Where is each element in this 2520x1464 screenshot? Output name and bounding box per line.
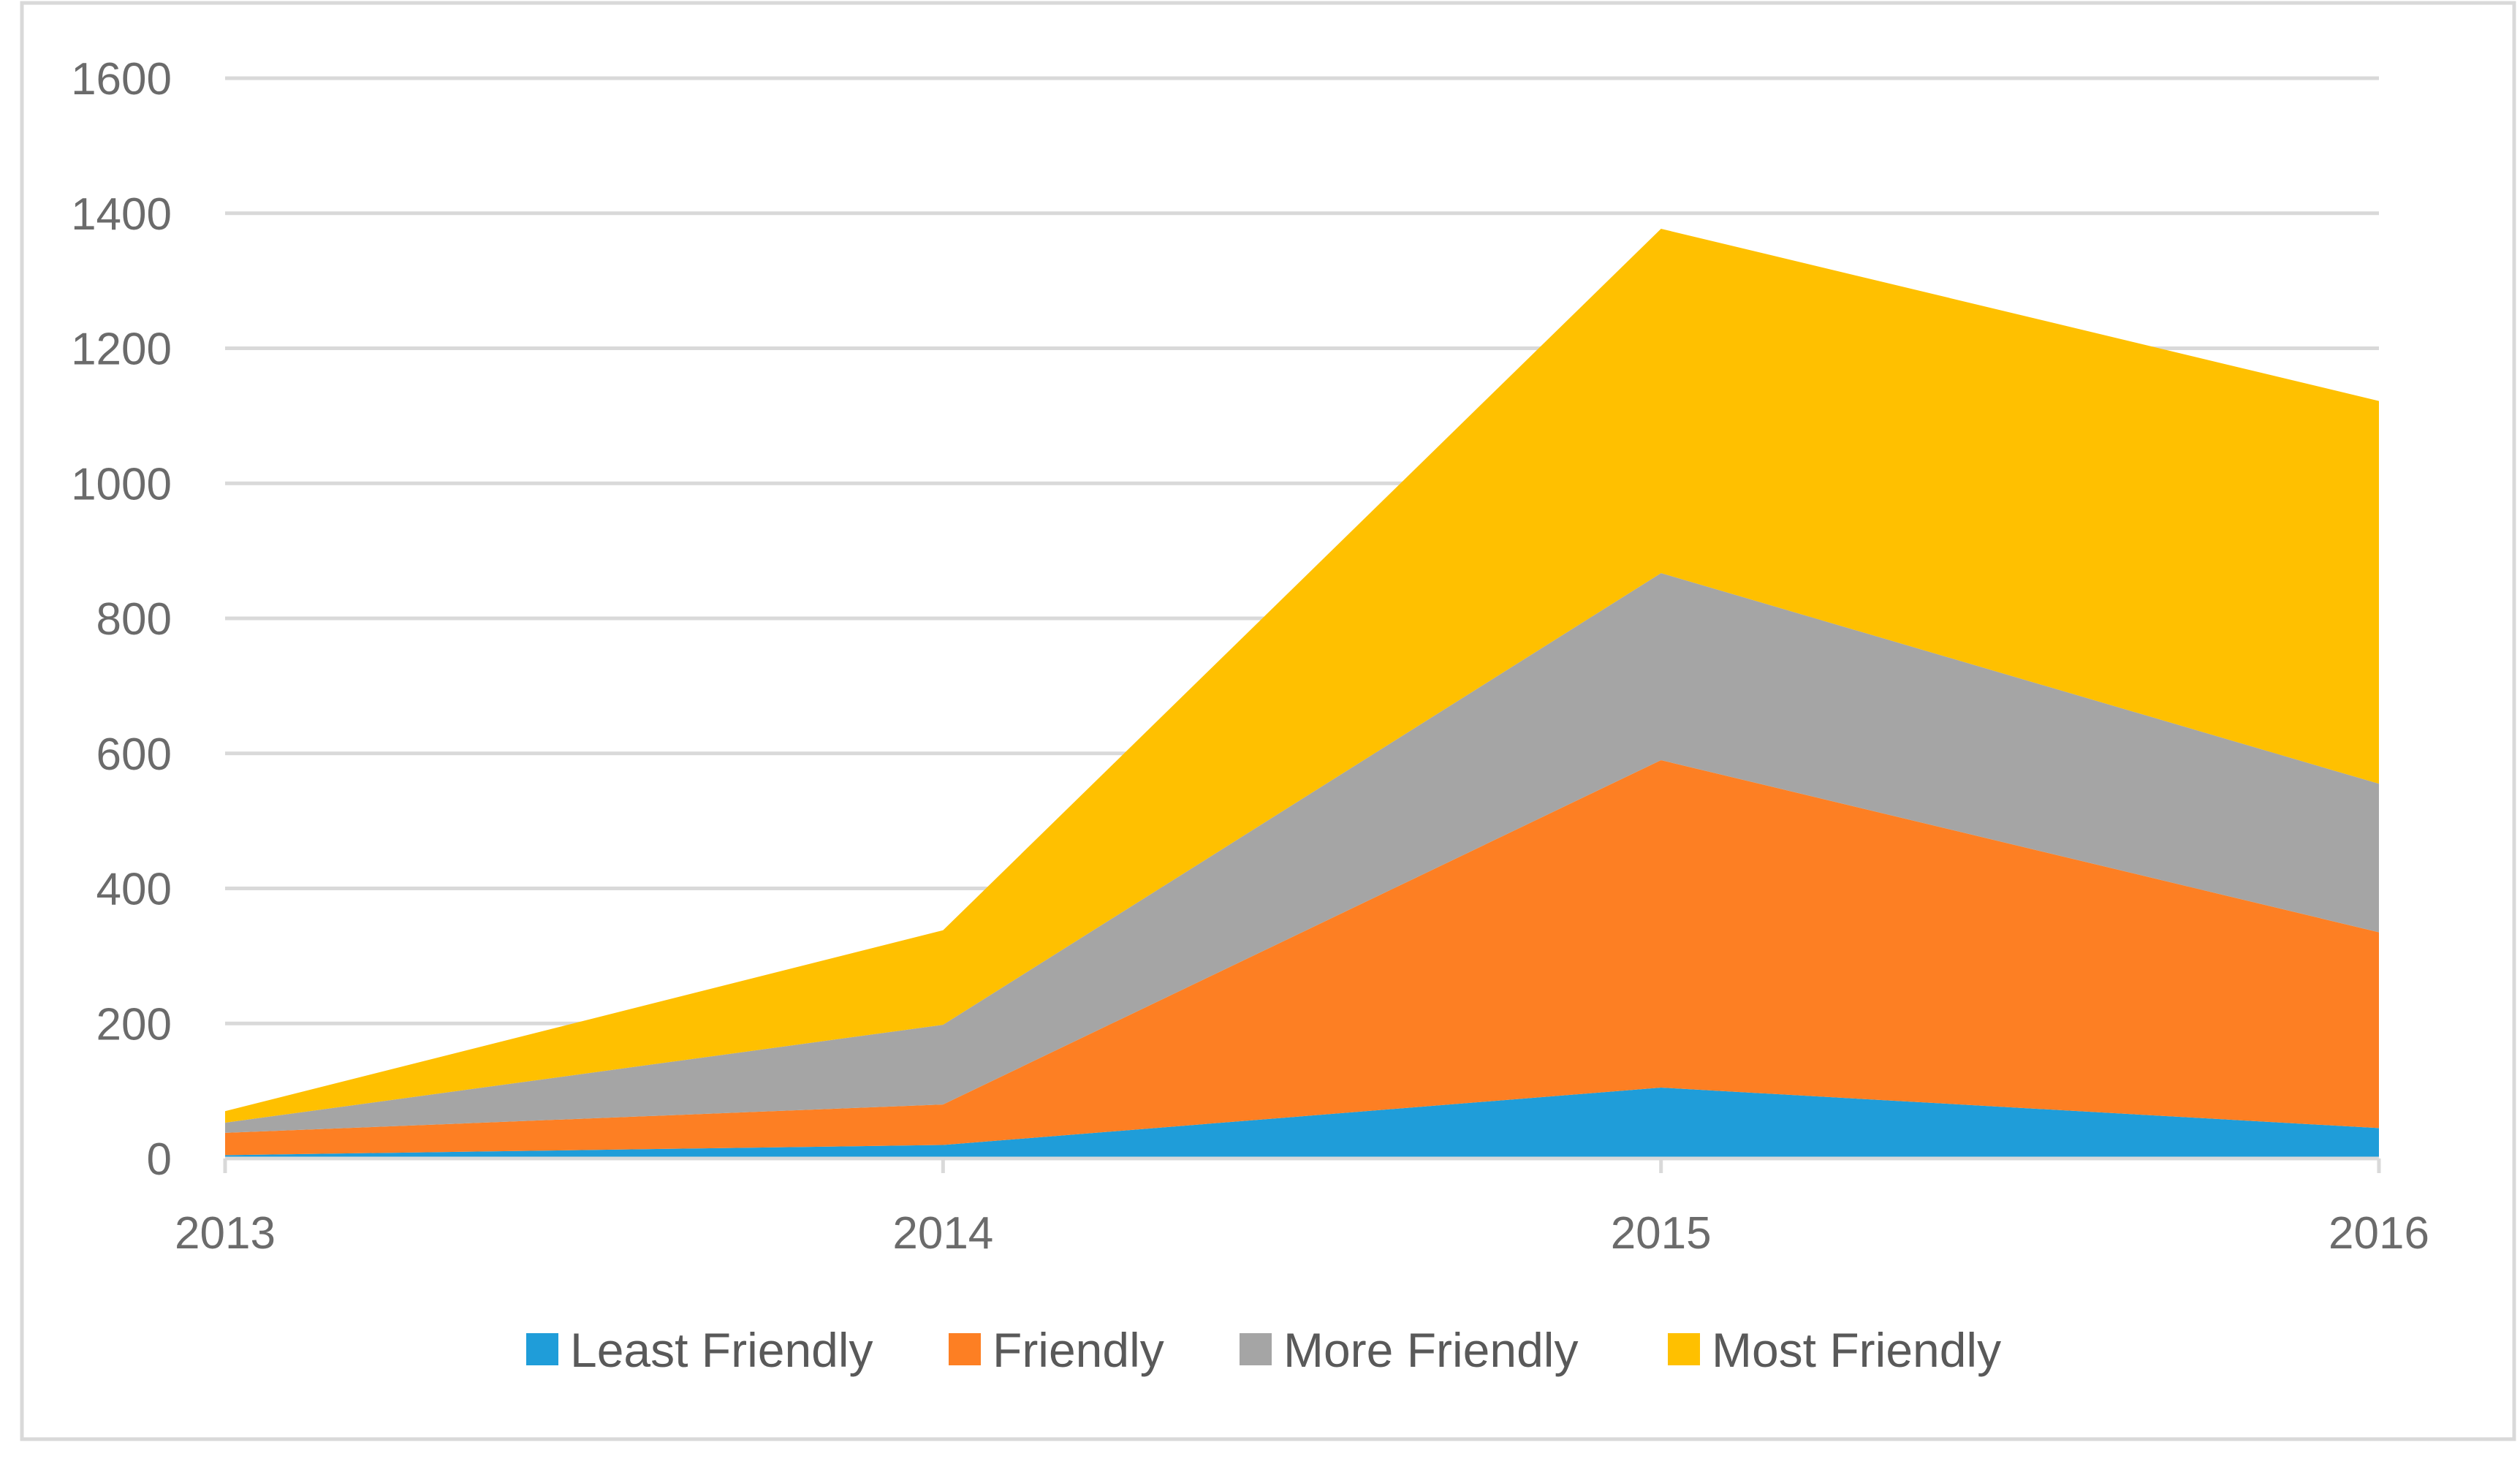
y-tick-label: 200 [96, 999, 172, 1050]
legend-entry-friendly: Friendly [949, 1323, 1164, 1377]
area-least-friendly [225, 1088, 2379, 1158]
legend-entry-more-friendly: More Friendly [1240, 1323, 1578, 1377]
x-tick-label: 2013 [175, 1208, 276, 1259]
y-tick-label: 1000 [71, 459, 172, 509]
x-tick-label: 2015 [1611, 1208, 1712, 1259]
y-tick-label: 1600 [71, 54, 172, 105]
y-tick-label: 1200 [71, 325, 172, 375]
x-tick-label: 2016 [2329, 1208, 2429, 1259]
legend-entry-least-friendly: Least Friendly [526, 1323, 873, 1377]
y-axis-tick-labels: 0 200 400 600 800 1000 1200 1400 1600 [71, 54, 172, 1185]
y-tick-label: 800 [96, 594, 172, 645]
legend-swatch-most-friendly [1668, 1333, 1700, 1365]
x-tick-label: 2014 [892, 1208, 993, 1259]
x-axis-tick-labels: 2013 2014 2015 2016 [175, 1208, 2429, 1259]
legend: Least Friendly Friendly More Friendly Most … [526, 1323, 2001, 1377]
area-more-friendly [225, 573, 2379, 1133]
legend-label-least-friendly: Least Friendly [570, 1323, 873, 1377]
legend-label-more-friendly: More Friendly [1283, 1323, 1578, 1377]
y-tick-label: 1400 [71, 189, 172, 240]
y-tick-label: 400 [96, 865, 172, 915]
area-friendly [225, 760, 2379, 1156]
axes [223, 1156, 2381, 1173]
legend-entry-most-friendly: Most Friendly [1668, 1323, 2001, 1377]
legend-swatch-more-friendly [1240, 1333, 1272, 1365]
legend-label-friendly: Friendly [993, 1323, 1164, 1377]
legend-swatch-least-friendly [526, 1333, 558, 1365]
y-tick-label: 0 [147, 1134, 172, 1185]
area-series [225, 229, 2379, 1158]
y-tick-label: 600 [96, 729, 172, 780]
legend-swatch-friendly [949, 1333, 981, 1365]
area-most-friendly [225, 229, 2379, 1123]
legend-label-most-friendly: Most Friendly [1712, 1323, 2001, 1377]
